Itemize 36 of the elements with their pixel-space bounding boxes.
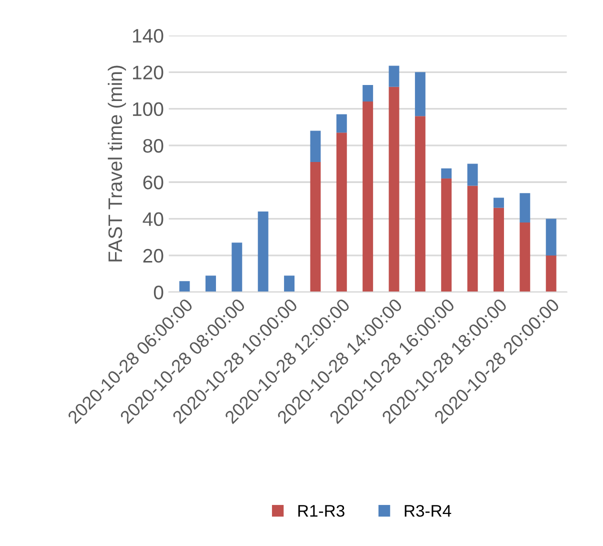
bar xyxy=(414,72,426,116)
bar xyxy=(362,101,374,292)
y-tick-label: 60 xyxy=(143,176,164,190)
bar xyxy=(520,222,530,292)
bar xyxy=(258,211,268,292)
y-tick-label: 80 xyxy=(143,138,164,153)
bar xyxy=(494,208,504,292)
legend-label: R1-R3 xyxy=(298,504,344,517)
bar xyxy=(441,168,452,178)
bar xyxy=(414,116,426,292)
bar xyxy=(310,162,321,292)
bar xyxy=(205,276,216,292)
y-tick-label: 140 xyxy=(133,28,164,43)
y-tick-label: 100 xyxy=(133,102,164,116)
y-tick-label: 120 xyxy=(133,66,164,80)
bar xyxy=(520,193,530,222)
bar xyxy=(388,66,400,87)
bar xyxy=(546,218,556,256)
bar xyxy=(546,255,556,292)
bar xyxy=(494,198,504,208)
legend-label: R3-R4 xyxy=(404,504,452,517)
y-tick-label: 40 xyxy=(142,212,164,226)
bar xyxy=(441,178,452,292)
bar xyxy=(336,114,347,133)
y-tick-label: 20 xyxy=(143,248,164,263)
bar xyxy=(467,164,478,186)
bar xyxy=(336,132,347,292)
bar xyxy=(284,276,295,292)
bar xyxy=(179,281,190,292)
bar xyxy=(388,86,400,292)
bar xyxy=(467,186,478,292)
y-axis-title: FAST Travel time (min) xyxy=(108,66,126,262)
bar xyxy=(232,242,242,292)
bar xyxy=(362,84,374,102)
y-tick-label: 0 xyxy=(154,286,164,300)
bar xyxy=(310,130,321,162)
